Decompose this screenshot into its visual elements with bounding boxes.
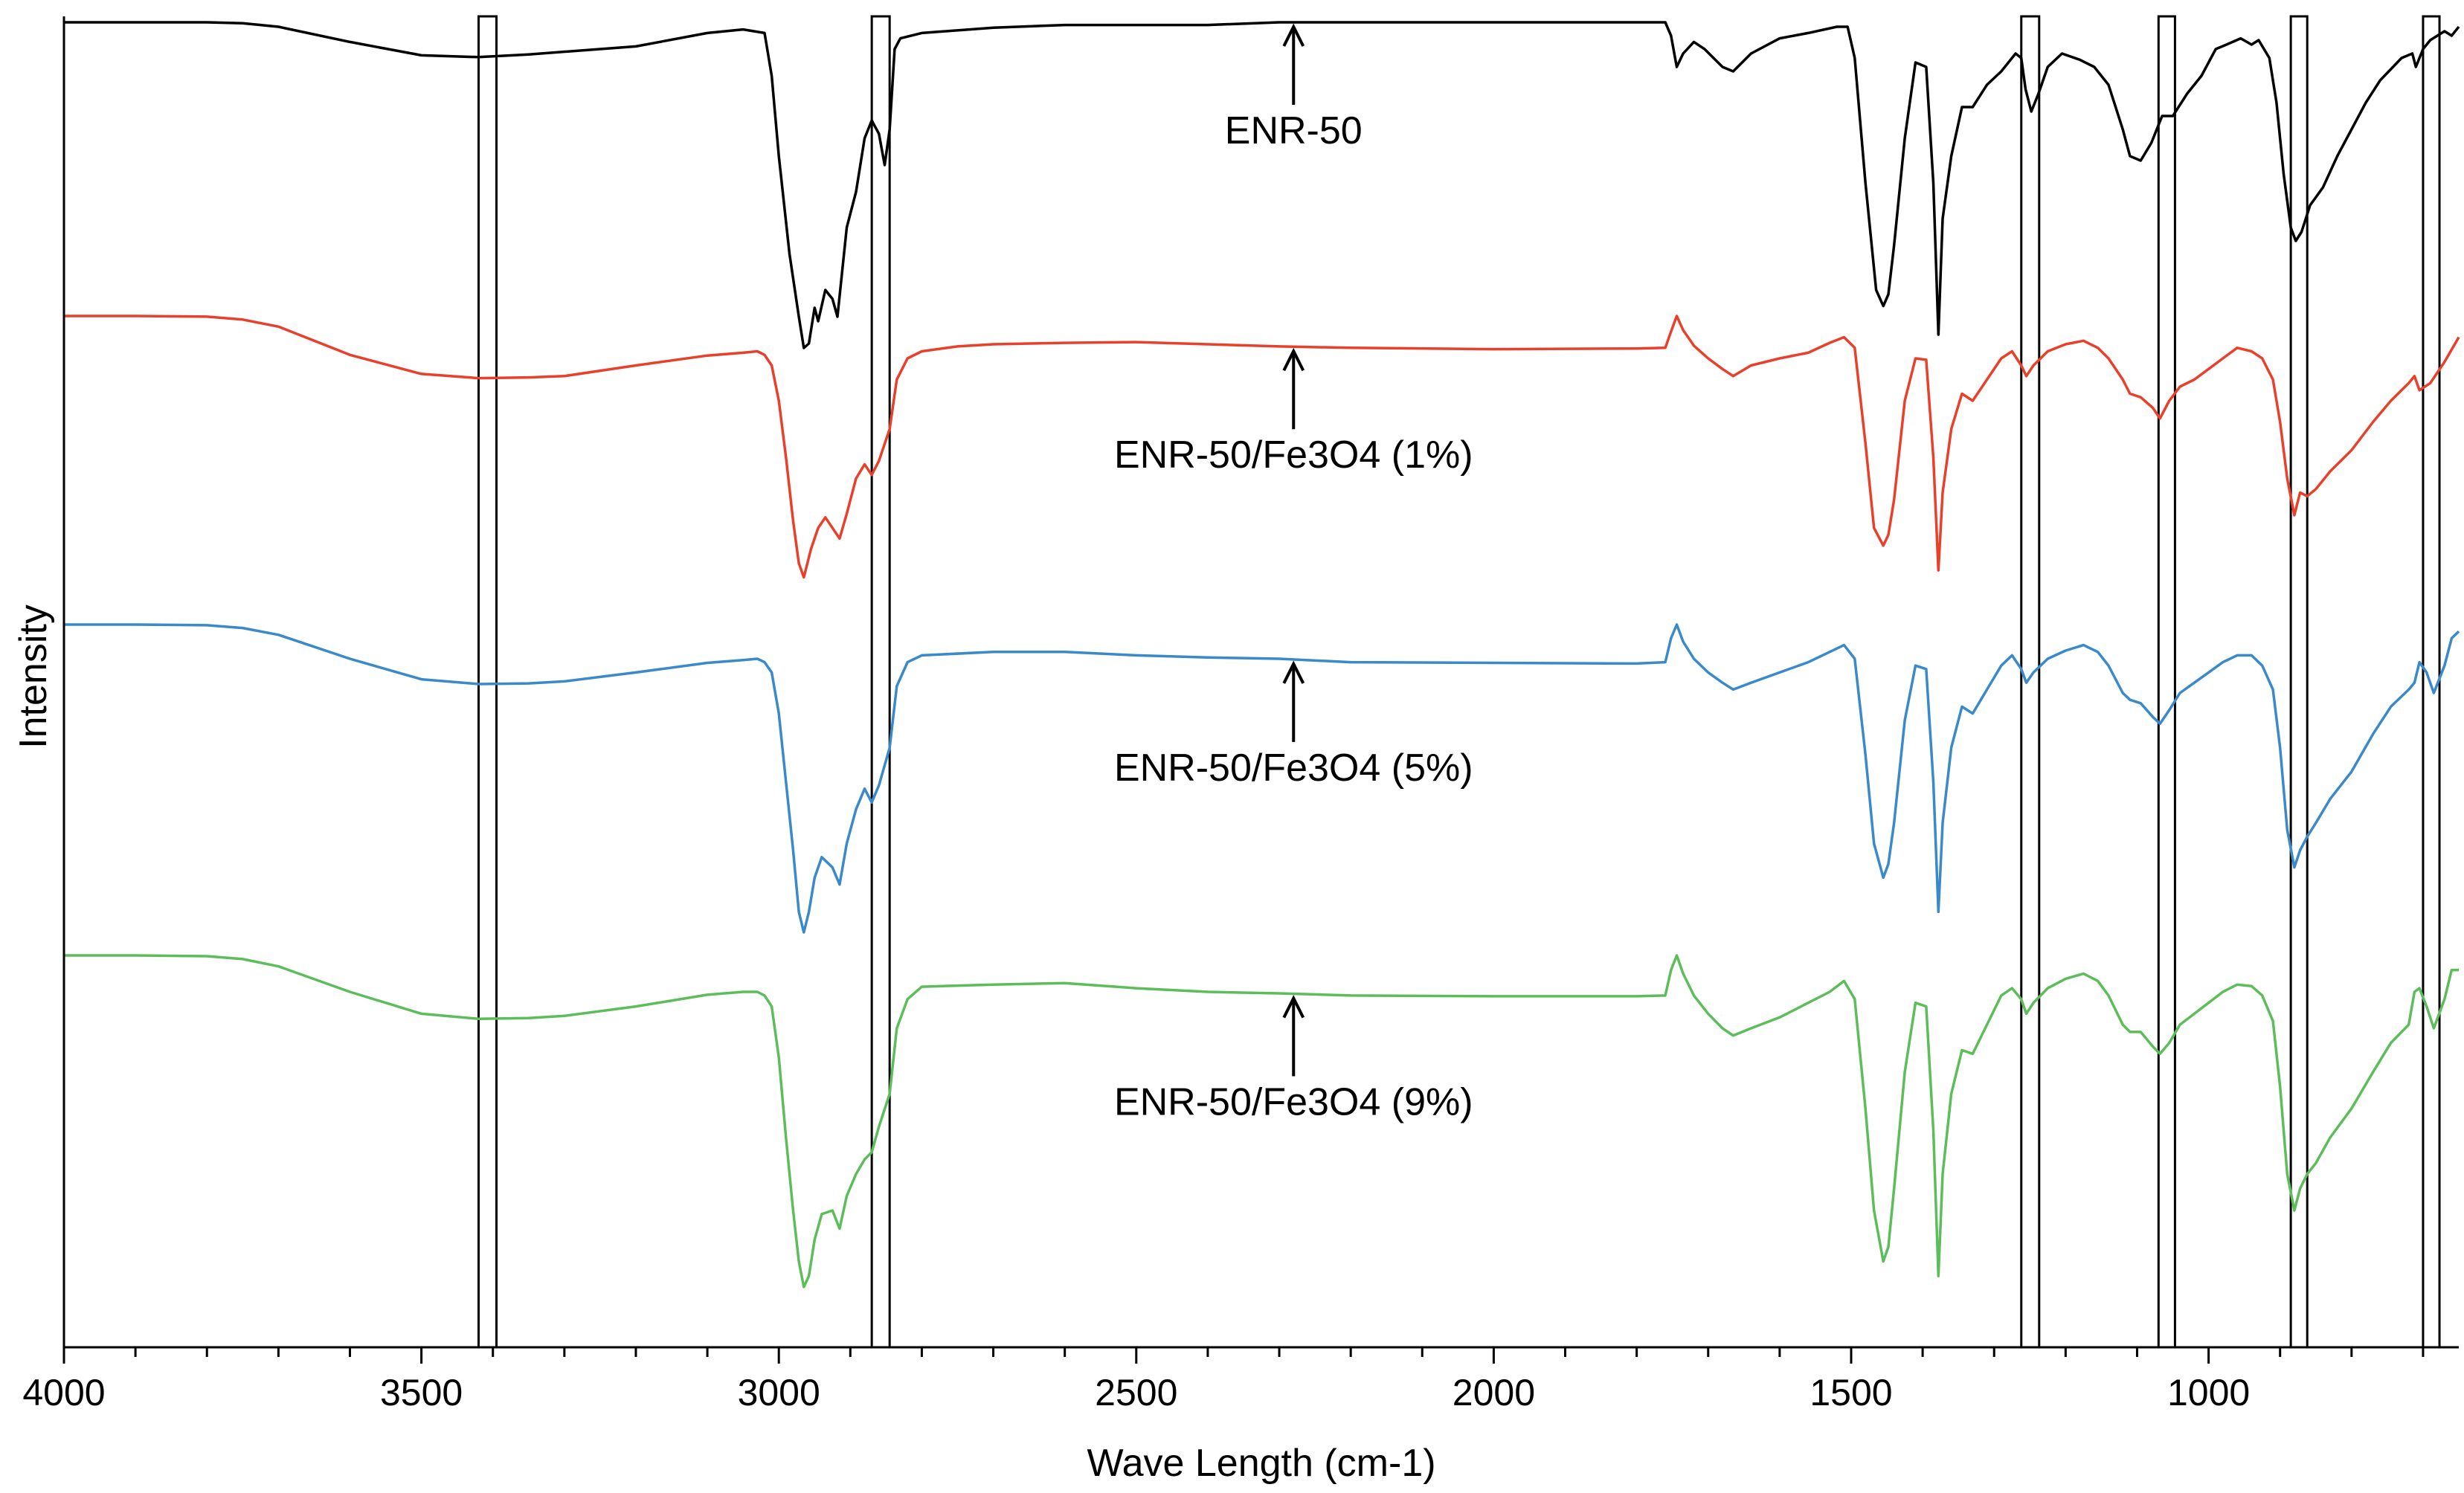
series-lines — [64, 21, 2460, 1289]
x-tick-label-1500: 1500 — [1810, 1372, 1892, 1413]
x-tick-label-2500: 2500 — [1095, 1372, 1177, 1413]
x-tick-label-3500: 3500 — [380, 1372, 463, 1413]
highlight-band-3 — [2157, 15, 2176, 1349]
x-axis-title: Wave Length (cm-1) — [1087, 1442, 1435, 1485]
x-axis-ticks: 4000 3500 3000 2500 2000 1500 1000 — [22, 1347, 2425, 1413]
annotation-label-0: ENR-50 — [1225, 109, 1363, 152]
highlight-band-2 — [2020, 15, 2041, 1349]
annotation-label-2: ENR-50/Fe3O4 (5%) — [1114, 746, 1473, 790]
annotation-arrowhead-0 — [1282, 23, 1305, 47]
annotation-arrowhead-3 — [1282, 995, 1305, 1019]
x-tick-label-3000: 3000 — [738, 1372, 820, 1413]
annotations: ENR-50 ENR-50/Fe3O4 (1%) ENR-50/Fe3O4 (5%)… — [1114, 23, 1473, 1124]
annotation-arrowhead-1 — [1282, 347, 1305, 372]
y-axis-title: Intensity — [12, 604, 55, 749]
series-line-0 — [64, 21, 2460, 349]
annotation-arrowhead-2 — [1282, 660, 1305, 684]
series-line-1 — [64, 315, 2460, 579]
annotation-label-1: ENR-50/Fe3O4 (1%) — [1114, 433, 1473, 477]
axes: 4000 3500 3000 2500 2000 1500 1000 — [22, 16, 2459, 1413]
highlight-band-0 — [477, 15, 498, 1349]
x-tick-label-1000: 1000 — [2167, 1372, 2250, 1413]
highlight-band-1 — [870, 15, 891, 1349]
annotation-label-3: ENR-50/Fe3O4 (9%) — [1114, 1081, 1473, 1124]
series-line-3 — [64, 954, 2459, 1289]
highlight-band-4 — [2289, 15, 2309, 1349]
series-line-2 — [64, 623, 2460, 934]
x-tick-label-2000: 2000 — [1453, 1372, 1535, 1413]
x-tick-label-4000: 4000 — [22, 1372, 105, 1413]
